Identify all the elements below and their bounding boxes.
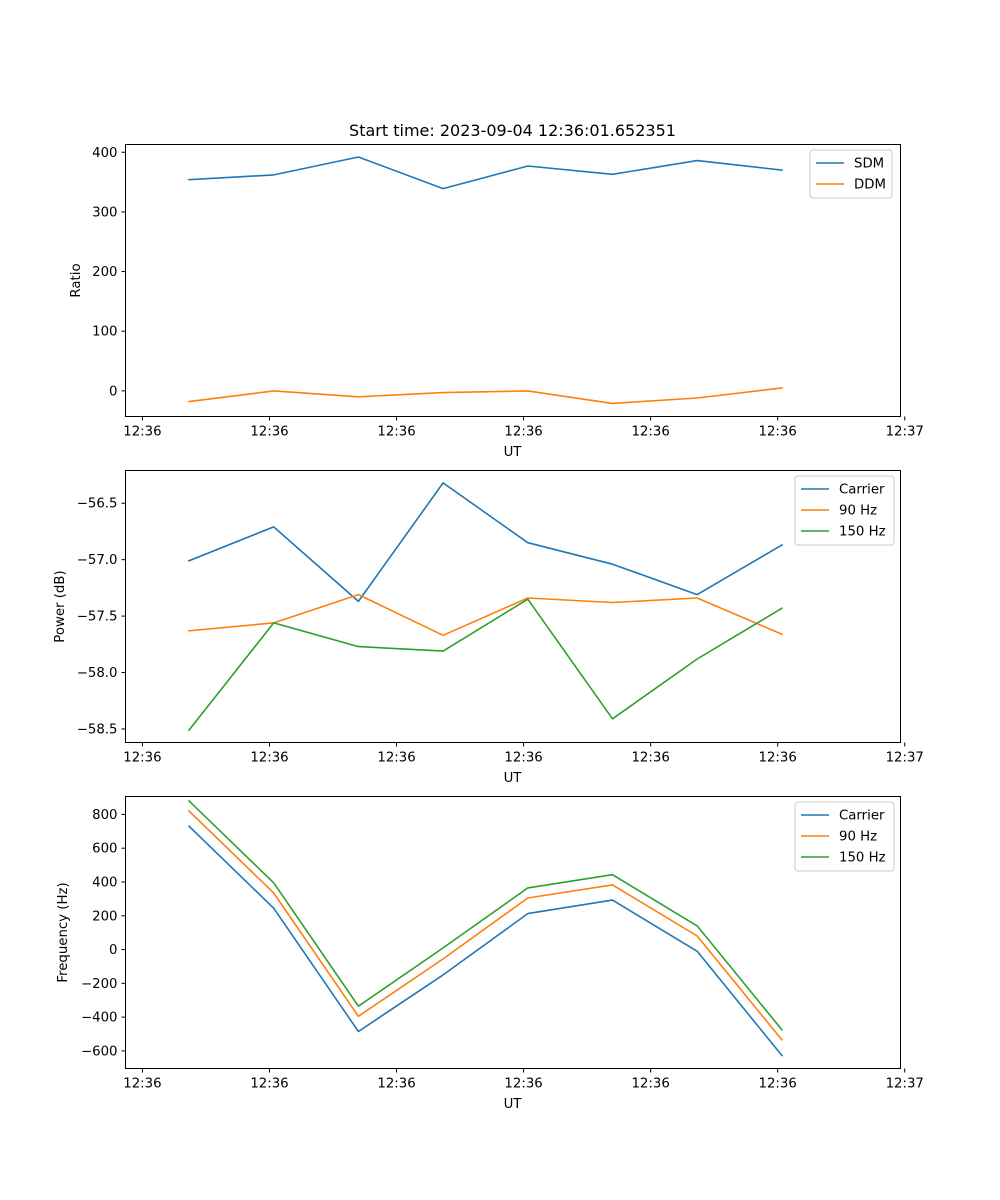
series-line-90-hz [187, 809, 784, 1042]
y-tick-label: −58.5 [77, 722, 118, 737]
x-tick-label: 12:36 [123, 1077, 161, 1092]
x-tick-label: 12:37 [886, 1077, 924, 1092]
x-tick-label: 12:36 [250, 751, 288, 766]
ratio-panel: 0 100 200 300 400 12:36 12:36 12:36 12:36 12:36 1… [69, 144, 924, 460]
x-tick-label: 12:36 [504, 1077, 542, 1092]
legend: SDM DDM [809, 149, 893, 199]
y-tick-label: −57.0 [77, 553, 118, 568]
plot-frame [125, 470, 901, 743]
y-tick-label: 0 [109, 943, 117, 958]
legend-label: 150 Hz [839, 525, 886, 540]
y-tick-label: −57.5 [77, 610, 118, 625]
legend: Carrier 90 Hz 150 Hz [794, 475, 895, 546]
x-axis-label: UT [504, 1097, 523, 1112]
frequency-panel: −600 −400 −200 0 200 400 600 800 12:36 12:36 12:3… [56, 796, 924, 1112]
y-tick-label: 200 [92, 265, 117, 280]
series-line-sdm [188, 156, 783, 190]
y-tick-label: −400 [81, 1011, 118, 1026]
y-tick-label: 600 [92, 842, 117, 857]
y-tick-label: −600 [81, 1044, 118, 1059]
series-line-carrier [187, 482, 783, 603]
x-tick-label: 12:36 [504, 751, 542, 766]
legend-box [794, 801, 895, 872]
y-tick-label: 400 [92, 146, 117, 161]
chart-title: Start time: 2023-09-04 12:36:01.652351 [349, 121, 676, 140]
x-tick-label: 12:36 [377, 751, 415, 766]
series-line-150-hz [187, 598, 783, 732]
legend-label: SDM [854, 157, 884, 172]
y-tick-label: 800 [92, 808, 117, 823]
series-line-150-hz [187, 799, 784, 1031]
legend-label: 150 Hz [839, 851, 886, 866]
x-tick-label: 12:36 [631, 425, 669, 440]
x-tick-label: 12:36 [377, 1077, 415, 1092]
x-tick-label: 12:36 [631, 1077, 669, 1092]
plot-frame [125, 144, 901, 417]
x-tick-label: 12:36 [123, 425, 161, 440]
y-tick-label: 400 [92, 875, 117, 890]
series-line-carrier [187, 825, 784, 1057]
legend-box [809, 149, 893, 199]
legend-label: 90 Hz [839, 830, 877, 845]
y-axis-label: Ratio [69, 263, 84, 297]
x-tick-label: 12:36 [759, 1077, 797, 1092]
legend-label: Carrier [839, 483, 885, 498]
y-tick-label: 100 [92, 325, 117, 340]
y-axis-label: Frequency (Hz) [56, 882, 71, 982]
series-line-90-hz [188, 593, 783, 637]
y-axis-label: Power (dB) [53, 570, 68, 642]
x-tick-label: 12:36 [377, 425, 415, 440]
x-tick-label: 12:36 [631, 751, 669, 766]
legend-box [794, 475, 895, 546]
y-tick-label: 200 [92, 909, 117, 924]
y-tick-label: −56.5 [77, 497, 118, 512]
x-tick-label: 12:36 [759, 425, 797, 440]
x-tick-label: 12:36 [504, 425, 542, 440]
power-panel: −58.5 −58.0 −57.5 −57.0 −56.5 12:36 12:36 12:3… [53, 470, 924, 786]
series-line-ddm [188, 387, 783, 405]
y-tick-label: −200 [81, 977, 118, 992]
plot-frame [125, 796, 901, 1069]
y-tick-label: 300 [92, 205, 117, 220]
x-tick-label: 12:36 [250, 1077, 288, 1092]
x-tick-label: 12:36 [250, 425, 288, 440]
y-tick-label: −58.0 [77, 666, 118, 681]
x-axis-label: UT [504, 771, 523, 786]
x-tick-label: 12:36 [759, 751, 797, 766]
x-axis-label: UT [504, 445, 523, 460]
x-tick-label: 12:37 [886, 751, 924, 766]
y-tick-label: 0 [109, 384, 117, 399]
legend-label: 90 Hz [839, 504, 877, 519]
legend-label: DDM [854, 178, 886, 193]
x-tick-label: 12:36 [123, 751, 161, 766]
x-tick-label: 12:37 [886, 425, 924, 440]
legend-label: Carrier [839, 809, 885, 824]
legend: Carrier 90 Hz 150 Hz [794, 801, 895, 872]
